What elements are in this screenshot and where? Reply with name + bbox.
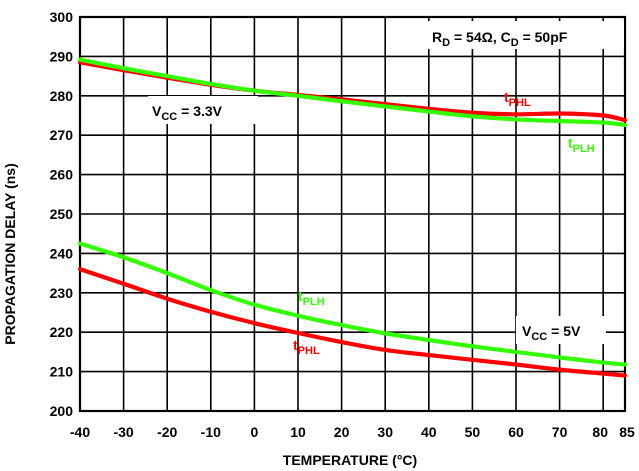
y-tick-label: 250 [50,206,74,222]
x-axis-ticks: -40 -30 -20 -10 0 10 20 30 40 50 60 70 80 85 [70,424,635,440]
tphl-33-label: tPHL [504,89,531,109]
x-tick-label: 30 [377,424,393,440]
y-tick-label: 240 [50,245,74,261]
x-tick-label: -40 [70,424,90,440]
conditions-label: RD = 54Ω, CD = 50pF [432,29,568,49]
plot-frame [78,15,627,413]
x-tick-label: 70 [552,424,568,440]
y-tick-label: 290 [50,48,74,64]
x-tick-label: 20 [334,424,350,440]
series-line-tplh-1 [77,57,628,128]
x-tick-label: 40 [421,424,437,440]
x-tick-label: 60 [508,424,524,440]
x-tick-label: -20 [157,424,177,440]
y-axis-ticks: 200 210 220 230 240 250 260 270 280 290 300 [50,9,74,419]
y-tick-label: 300 [50,9,74,25]
x-axis-title: TEMPERATURE (°C) [283,452,417,468]
tphl-5-label: tPHL [293,337,320,357]
y-tick-label: 210 [50,364,74,380]
x-tick-label: -30 [113,424,133,440]
vcc-33-label: VCC = 3.3V [152,103,223,123]
tplh-5-label: tPLH [298,288,325,308]
y-tick-label: 200 [50,403,74,419]
y-axis-title: PROPAGATION DELAY (ns) [2,163,18,345]
y-tick-label: 220 [50,324,74,340]
x-tick-label: -10 [201,424,221,440]
y-tick-label: 260 [50,167,74,183]
x-tick-label: 50 [465,424,481,440]
x-tick-label: 85 [619,424,635,440]
x-tick-label: 0 [251,424,259,440]
x-tick-label: 80 [592,424,608,440]
x-tick-label: 10 [290,424,306,440]
vcc-33-label-bg [148,96,258,124]
vcc-5-label-bg [516,316,606,344]
y-tick-label: 230 [50,285,74,301]
series-layer [77,57,628,378]
y-tick-label: 280 [50,88,74,104]
series-line-tphl-3 [77,267,628,378]
y-tick-label: 270 [50,127,74,143]
series-line-tplh-2 [77,241,628,367]
tplh-33-label: tPLH [568,135,595,155]
vcc-5-label: VCC = 5V [522,323,581,343]
conditions-label-bg [424,21,624,49]
plot-border [78,15,627,413]
